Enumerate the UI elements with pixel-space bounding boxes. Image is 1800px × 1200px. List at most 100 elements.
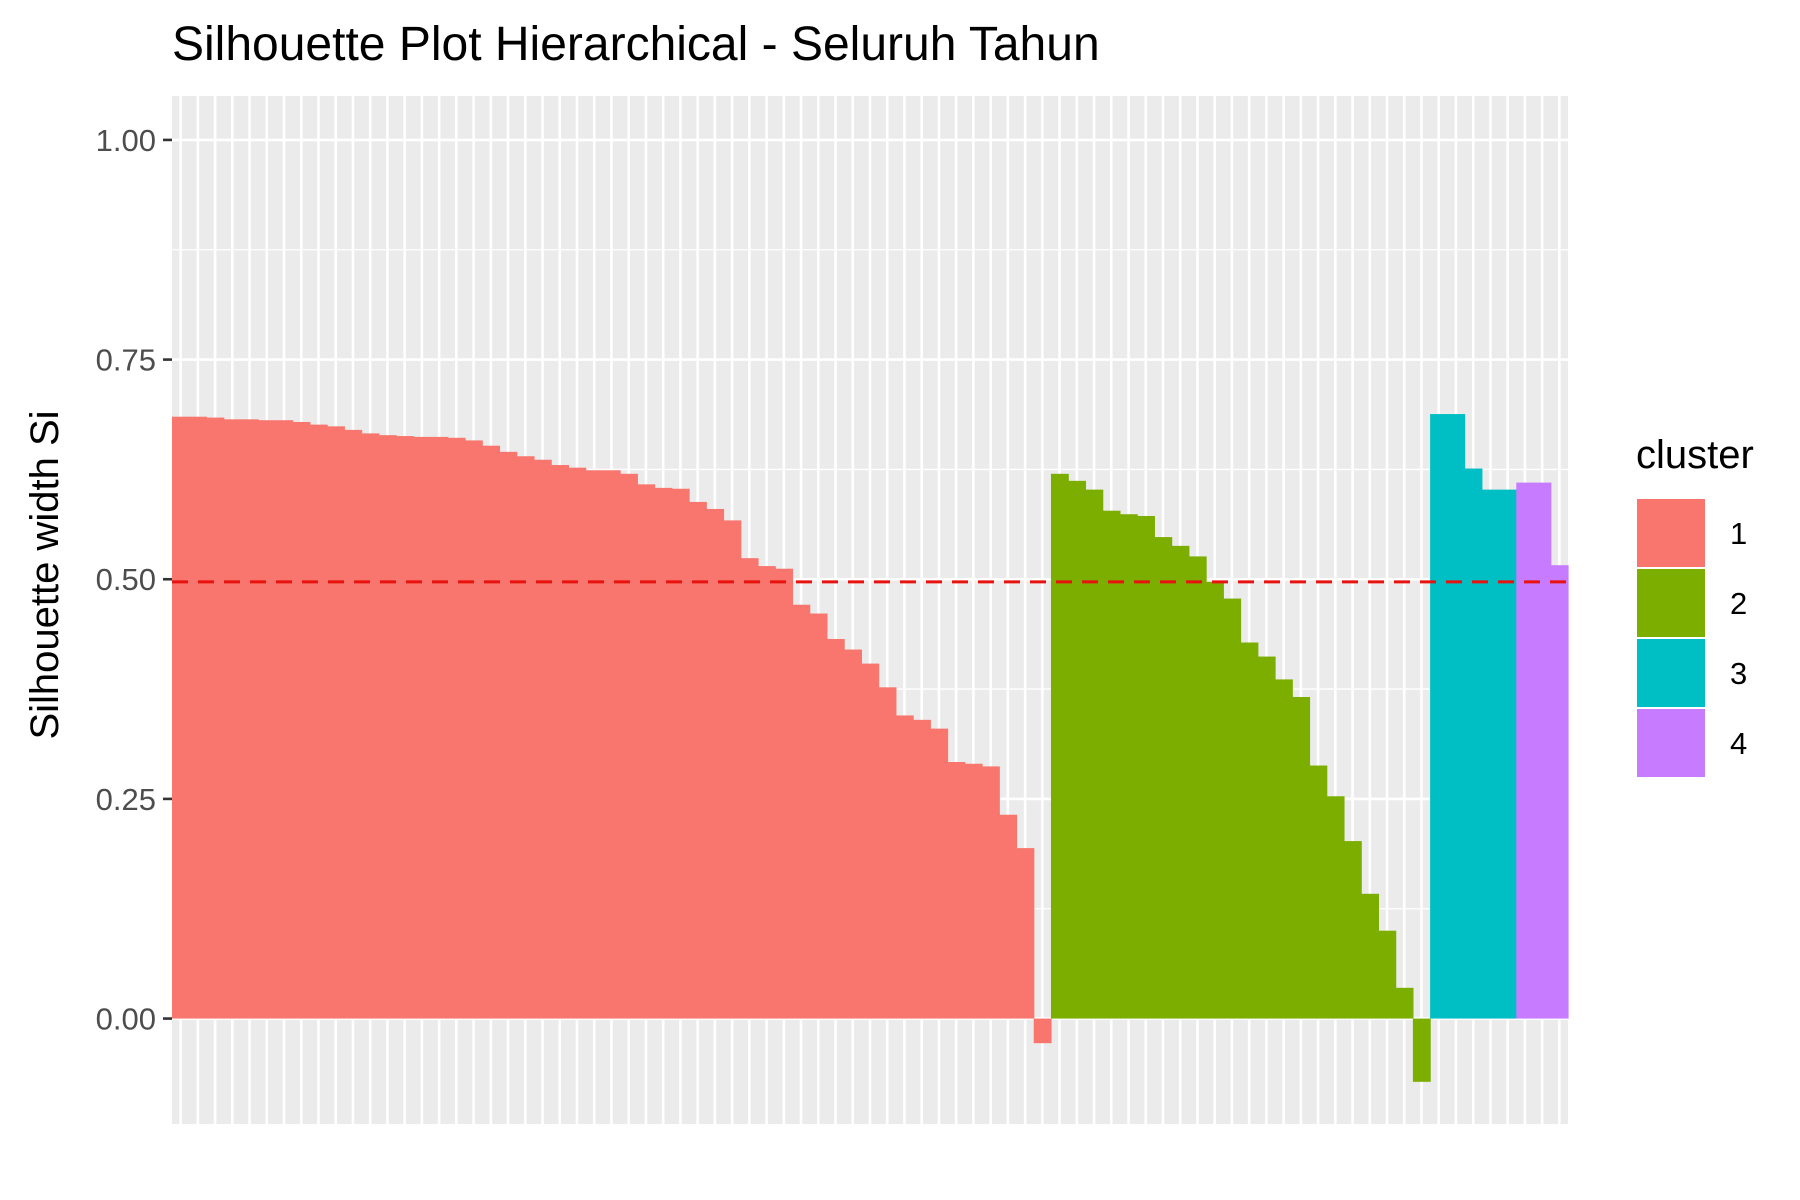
silhouette-bar-cluster-1 <box>189 416 208 1019</box>
legend-key-cluster-4 <box>1635 707 1707 779</box>
silhouette-bar-cluster-1 <box>671 488 690 1019</box>
silhouette-bar-cluster-1 <box>223 419 242 1019</box>
silhouette-bar-cluster-1 <box>447 437 466 1019</box>
silhouette-bar-cluster-3 <box>1499 489 1517 1019</box>
silhouette-bar-cluster-2 <box>1188 556 1207 1019</box>
silhouette-bar-cluster-2 <box>1275 679 1293 1019</box>
silhouette-bar-cluster-2 <box>1050 473 1069 1019</box>
silhouette-bar-cluster-1 <box>516 456 535 1019</box>
silhouette-bar-cluster-1 <box>1033 1018 1052 1044</box>
silhouette-bar-cluster-2 <box>1412 1018 1431 1082</box>
silhouette-bar-cluster-1 <box>309 424 328 1019</box>
y-tick-label: 0.25 <box>96 782 156 817</box>
silhouette-bar-cluster-2 <box>1137 515 1155 1019</box>
legend-label-cluster-2: 2 <box>1730 586 1747 621</box>
y-tick-label: 0.00 <box>96 1002 156 1037</box>
silhouette-bar-cluster-1 <box>913 719 931 1019</box>
y-axis: 0.00 0.25 0.50 0.75 1.00 <box>96 123 172 1037</box>
silhouette-bar-cluster-2 <box>1085 489 1104 1019</box>
silhouette-bar-cluster-3 <box>1481 489 1500 1019</box>
silhouette-bar-cluster-1 <box>861 663 880 1019</box>
silhouette-bar-cluster-4 <box>1533 482 1552 1019</box>
y-tick-label: 0.75 <box>96 343 156 378</box>
silhouette-bar-cluster-1 <box>1016 848 1035 1019</box>
silhouette-bar-cluster-1 <box>947 762 966 1019</box>
y-tick-label: 0.50 <box>96 562 156 597</box>
silhouette-bar-cluster-1 <box>757 566 776 1019</box>
legend-key-cluster-1 <box>1635 497 1707 569</box>
silhouette-bar-cluster-1 <box>240 419 259 1019</box>
silhouette-bar-cluster-3 <box>1447 414 1466 1019</box>
legend-key-cluster-3 <box>1635 637 1707 709</box>
legend-key-cluster-2 <box>1635 567 1707 639</box>
silhouette-bar-cluster-1 <box>482 445 501 1019</box>
silhouette-bar-cluster-2 <box>1171 545 1190 1019</box>
silhouette-bar-cluster-1 <box>723 520 742 1019</box>
silhouette-bar-cluster-1 <box>344 429 363 1019</box>
silhouette-bar-cluster-2 <box>1102 510 1121 1019</box>
silhouette-bar-cluster-2 <box>1068 480 1087 1019</box>
silhouette-bar-cluster-1 <box>275 420 294 1019</box>
silhouette-bar-cluster-1 <box>430 436 449 1019</box>
legend-label-cluster-4: 4 <box>1730 726 1747 761</box>
silhouette-bar-cluster-1 <box>826 638 845 1019</box>
silhouette-bar-cluster-2 <box>1257 656 1276 1019</box>
silhouette-bar-cluster-2 <box>1240 642 1259 1019</box>
silhouette-bar-cluster-2 <box>1343 841 1362 1019</box>
silhouette-bar-cluster-1 <box>602 470 621 1019</box>
silhouette-bar-cluster-1 <box>568 467 587 1019</box>
silhouette-bar-cluster-1 <box>551 465 569 1019</box>
silhouette-bar-cluster-2 <box>1361 893 1380 1019</box>
silhouette-bar-cluster-1 <box>396 436 414 1019</box>
silhouette-bar-cluster-1 <box>775 568 794 1019</box>
silhouette-bar-cluster-1 <box>499 451 518 1019</box>
silhouette-bar-cluster-2 <box>1206 581 1224 1019</box>
legend-title: cluster <box>1636 433 1754 477</box>
silhouette-bar-cluster-2 <box>1119 514 1138 1019</box>
silhouette-bar-cluster-1 <box>292 421 311 1019</box>
silhouette-bar-cluster-1 <box>378 435 397 1019</box>
silhouette-bar-cluster-1 <box>878 687 897 1019</box>
silhouette-bar-cluster-4 <box>1516 482 1535 1019</box>
silhouette-bar-cluster-1 <box>964 763 983 1019</box>
legend-entries: 1 2 3 4 <box>1635 497 1747 779</box>
silhouette-bar-cluster-3 <box>1430 414 1448 1019</box>
silhouette-bar-cluster-2 <box>1326 796 1345 1019</box>
silhouette-bar-cluster-4 <box>1550 565 1569 1019</box>
silhouette-bar-cluster-1 <box>809 613 828 1019</box>
silhouette-bar-cluster-1 <box>637 484 656 1019</box>
silhouette-bar-cluster-1 <box>172 416 190 1019</box>
silhouette-bar-cluster-1 <box>999 814 1018 1019</box>
silhouette-bar-cluster-1 <box>706 508 725 1019</box>
silhouette-bar-cluster-1 <box>585 470 604 1019</box>
silhouette-bar-cluster-1 <box>413 436 432 1019</box>
silhouette-bar-cluster-1 <box>930 728 949 1019</box>
y-axis-title: Silhouette width Si <box>23 410 67 739</box>
silhouette-bar-cluster-1 <box>327 426 345 1019</box>
silhouette-bar-cluster-1 <box>689 501 707 1019</box>
silhouette-bar-cluster-1 <box>620 473 638 1019</box>
silhouette-bar-cluster-3 <box>1464 468 1483 1019</box>
silhouette-bar-cluster-1 <box>654 487 673 1019</box>
silhouette-bar-cluster-1 <box>895 715 914 1019</box>
y-tick-label: 1.00 <box>96 123 156 158</box>
silhouette-bar-cluster-2 <box>1154 537 1173 1019</box>
legend: cluster 1 2 3 4 <box>1635 433 1754 779</box>
silhouette-bar-cluster-1 <box>258 420 277 1019</box>
silhouette-bar-cluster-1 <box>740 558 759 1019</box>
silhouette-bar-cluster-2 <box>1378 930 1397 1019</box>
silhouette-bar-cluster-2 <box>1309 765 1328 1019</box>
legend-label-cluster-3: 3 <box>1730 656 1747 691</box>
legend-label-cluster-1: 1 <box>1730 516 1747 551</box>
silhouette-bar-cluster-2 <box>1395 987 1414 1019</box>
silhouette-bar-cluster-1 <box>361 433 380 1019</box>
silhouette-bar-cluster-2 <box>1292 696 1311 1019</box>
silhouette-bar-cluster-1 <box>792 604 811 1019</box>
silhouette-bar-cluster-1 <box>982 766 1000 1019</box>
chart-title: Silhouette Plot Hierarchical - Seluruh T… <box>172 18 1100 71</box>
silhouette-bar-cluster-1 <box>464 440 483 1019</box>
silhouette-bar-cluster-1 <box>206 417 225 1019</box>
silhouette-bar-cluster-1 <box>533 459 552 1019</box>
silhouette-bar-cluster-2 <box>1223 598 1242 1019</box>
